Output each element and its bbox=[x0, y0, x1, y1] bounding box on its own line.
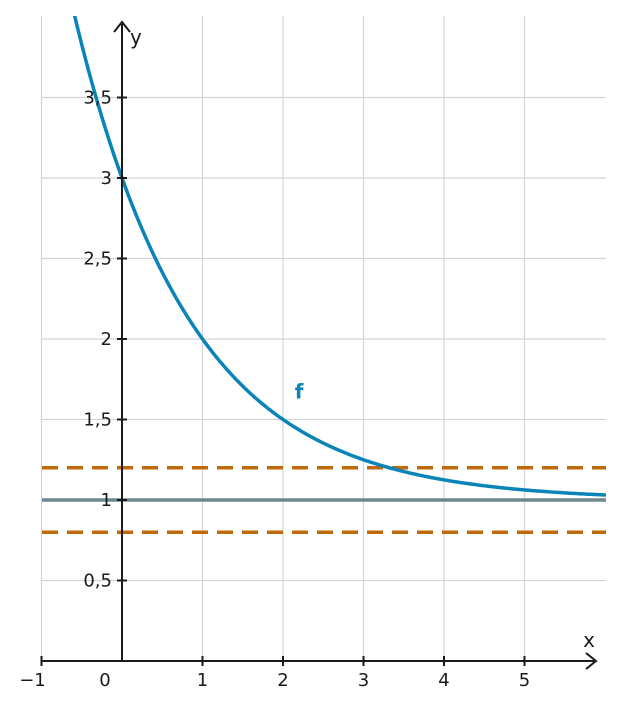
curves bbox=[72, 16, 606, 497]
y-tick-label: 1 bbox=[101, 490, 112, 511]
x-axis-arrow bbox=[585, 652, 598, 670]
grid bbox=[40, 16, 606, 661]
x-tick-label: 2 bbox=[277, 670, 288, 691]
x-tick-label: 0 bbox=[99, 670, 110, 691]
curve-f bbox=[72, 16, 606, 497]
labels: x y f bbox=[130, 25, 595, 652]
y-tick-label: 1,5 bbox=[83, 410, 112, 431]
y-tick-label: 0,5 bbox=[83, 571, 112, 592]
x-tick-label: 5 bbox=[519, 670, 530, 691]
y-tick-label: 2 bbox=[101, 329, 112, 350]
y-tick-label: 2,5 bbox=[83, 249, 112, 270]
x-tick-label: 3 bbox=[358, 670, 369, 691]
curve-label-f: f bbox=[295, 380, 304, 404]
x-tick-label: 4 bbox=[438, 670, 449, 691]
x-tick-label: 1 bbox=[197, 670, 208, 691]
reference-lines bbox=[42, 466, 606, 534]
x-axis-title: x bbox=[583, 628, 595, 652]
y-tick-label: 3 bbox=[101, 168, 112, 189]
ticks: −1 0 1 2 3 4 5 0,5 1 1,5 2 2,5 3 3,5 bbox=[19, 88, 530, 692]
y-axis-title: y bbox=[130, 25, 142, 49]
x-tick-label: −1 bbox=[19, 670, 46, 691]
y-tick-label: 3,5 bbox=[83, 88, 112, 109]
axes bbox=[42, 20, 598, 670]
y-axis-arrow bbox=[113, 20, 131, 33]
